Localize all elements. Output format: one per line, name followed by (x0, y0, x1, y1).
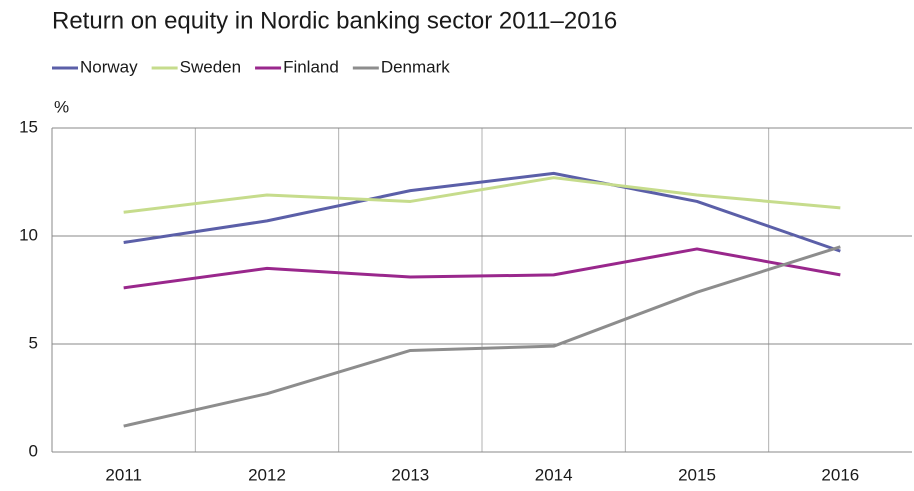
series-line (123, 171, 841, 253)
series-line (123, 245, 841, 428)
legend-label: Finland (283, 57, 339, 76)
chart-title: Return on equity in Nordic banking secto… (52, 7, 617, 34)
y-tick-label: 5 (29, 333, 38, 352)
x-tick-label: 2013 (391, 465, 429, 484)
y-tick-label: 10 (19, 225, 38, 244)
series-line (123, 176, 841, 214)
x-tick-label: 2015 (678, 465, 716, 484)
legend-label: Sweden (180, 57, 241, 76)
y-axis-label: % (54, 97, 69, 116)
legend-label: Denmark (381, 57, 450, 76)
x-tick-label: 2014 (535, 465, 573, 484)
legend-label: Norway (80, 57, 138, 76)
x-tick-label: 2011 (105, 465, 142, 484)
x-tick-label: 2016 (821, 465, 859, 484)
y-tick-label: 0 (29, 441, 38, 460)
x-tick-label: 2012 (248, 465, 286, 484)
series-line (123, 247, 841, 290)
y-tick-label: 15 (19, 117, 38, 136)
